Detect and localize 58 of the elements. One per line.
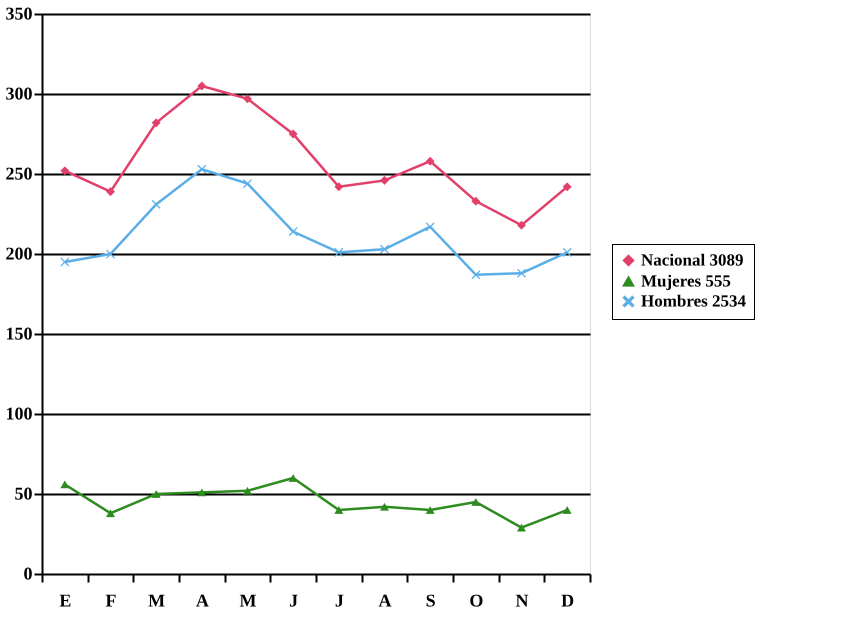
point	[471, 270, 480, 280]
point	[334, 506, 344, 514]
y-tick-label: 150	[6, 324, 32, 344]
point	[243, 94, 252, 104]
point	[243, 486, 252, 495]
x-tick-label: A	[378, 590, 392, 610]
legend-label: Hombres 2534	[641, 292, 746, 310]
y-tick-label: 300	[6, 84, 32, 104]
point	[426, 156, 435, 166]
point	[562, 506, 572, 514]
point	[562, 248, 572, 257]
x-tick-label: M	[240, 590, 256, 610]
point	[426, 506, 435, 514]
point	[60, 166, 70, 176]
x-tick-label: F	[106, 590, 116, 610]
x-tick-label: O	[469, 590, 484, 610]
point	[380, 176, 389, 185]
point	[471, 498, 480, 506]
y-tick-label: 250	[6, 164, 32, 184]
x-tick-label: D	[561, 590, 574, 610]
point	[197, 164, 206, 174]
point	[562, 182, 572, 192]
y-tick-label: 100	[6, 404, 32, 424]
point	[197, 82, 206, 90]
y-tick-label: 350	[6, 4, 32, 24]
x-tick-label: J	[289, 590, 298, 610]
point	[517, 524, 526, 532]
point	[243, 179, 252, 188]
point	[288, 474, 298, 482]
x-tick-label: S	[426, 590, 436, 610]
x-tick-label: J	[334, 590, 344, 610]
point	[288, 130, 298, 138]
point	[426, 222, 435, 232]
point	[106, 509, 115, 518]
point	[334, 248, 344, 257]
point	[517, 220, 526, 230]
point	[517, 268, 526, 278]
legend-label: Nacional 3089	[641, 250, 744, 270]
x-tick-label: E	[59, 590, 72, 610]
point	[288, 227, 298, 236]
point	[106, 187, 115, 196]
x-tick-label: A	[196, 590, 209, 610]
point	[380, 502, 389, 511]
point	[60, 480, 70, 488]
point	[152, 490, 161, 498]
x-tick-label: M	[148, 590, 166, 610]
y-tick-label: 200	[6, 244, 32, 264]
y-tick-label: 50	[14, 484, 32, 504]
point	[152, 118, 161, 128]
point	[152, 200, 161, 209]
point	[60, 258, 70, 266]
point	[380, 244, 389, 254]
point	[471, 196, 480, 206]
legend-label: Mujeres 555	[641, 272, 731, 290]
y-tick-label: 0	[24, 564, 32, 584]
point	[334, 182, 344, 192]
point	[197, 488, 206, 496]
x-tick-label: N	[516, 590, 528, 610]
